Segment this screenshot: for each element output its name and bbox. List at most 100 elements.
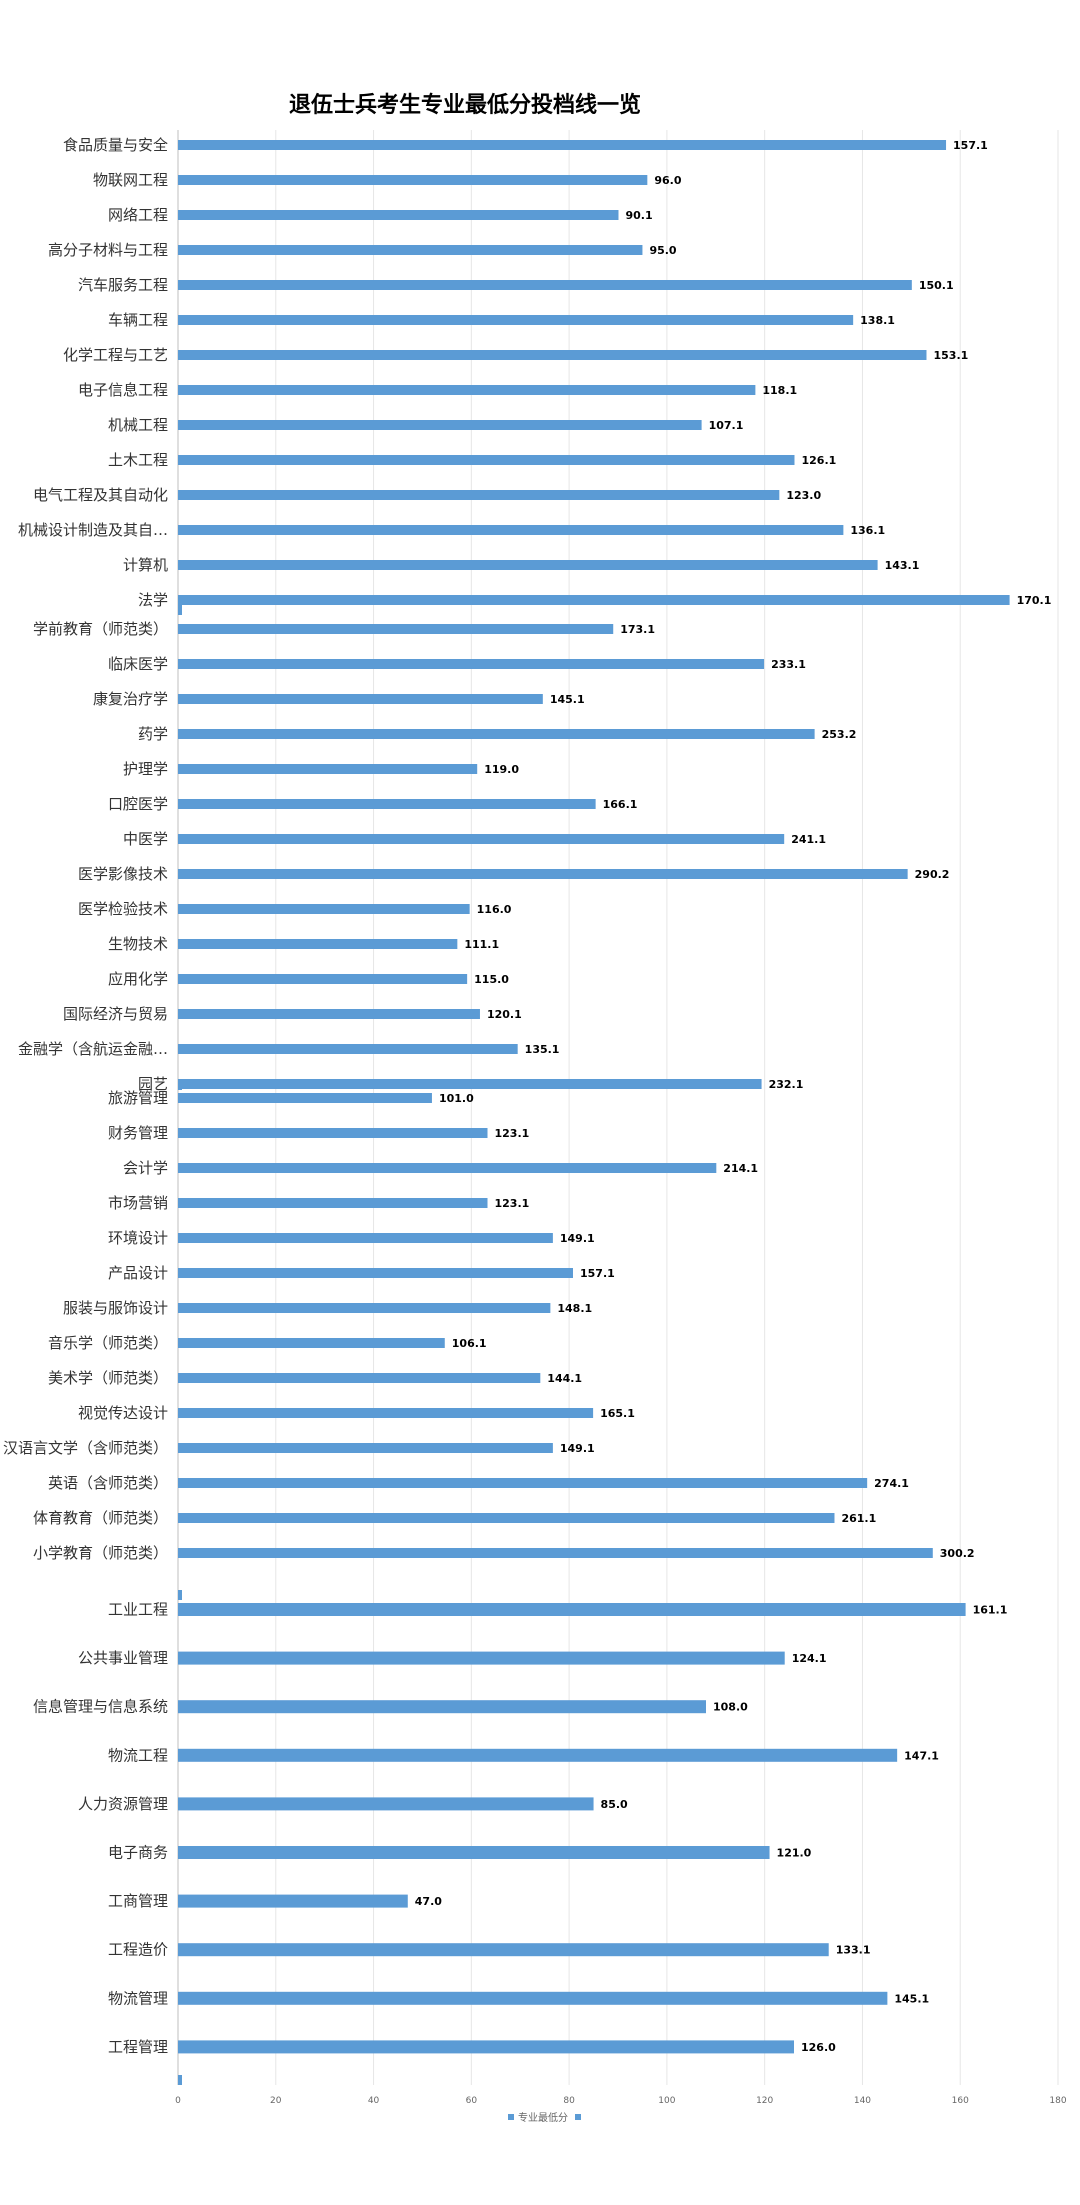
bar [178, 1548, 933, 1558]
axis-stub [178, 605, 182, 615]
bar [178, 210, 619, 220]
category-label: 口腔医学 [108, 795, 168, 813]
bar [178, 420, 702, 430]
value-label: 241.1 [791, 833, 826, 846]
category-label: 园艺 [138, 1075, 168, 1093]
value-label: 47.0 [415, 1895, 442, 1908]
bar [178, 974, 468, 984]
bar [178, 904, 470, 914]
value-label: 107.1 [709, 419, 744, 432]
bar [178, 694, 543, 704]
category-label: 工业工程 [108, 1601, 168, 1619]
category-label: 土木工程 [108, 451, 168, 469]
value-label: 149.1 [560, 1232, 595, 1245]
bar [178, 764, 478, 774]
value-label: 138.1 [860, 314, 895, 327]
value-label: 153.1 [933, 349, 968, 362]
value-label: 143.1 [885, 559, 920, 572]
legend: 专业最低分 [508, 2111, 581, 2124]
bar [178, 729, 815, 739]
x-tick-label: 80 [563, 2096, 575, 2106]
bar [178, 1079, 762, 1089]
value-label: 135.1 [525, 1043, 560, 1056]
value-label: 124.1 [792, 1652, 827, 1665]
category-label: 学前教育（师范类） [33, 620, 168, 638]
category-label: 视觉传达设计 [78, 1404, 168, 1422]
value-label: 144.1 [547, 1372, 582, 1385]
x-tick-label: 100 [658, 2096, 675, 2106]
category-label: 机械设计制造及其自… [18, 521, 168, 539]
value-label: 123.0 [786, 489, 821, 502]
category-label: 化学工程与工艺 [63, 346, 168, 364]
category-label: 服装与服饰设计 [63, 1299, 168, 1317]
value-label: 106.1 [452, 1337, 487, 1350]
category-label: 音乐学（师范类） [48, 1334, 168, 1352]
bar [178, 245, 643, 255]
bar [178, 1093, 432, 1103]
category-label: 汉语言文学（含师范类） [3, 1439, 168, 1457]
category-label: 产品设计 [108, 1264, 168, 1282]
category-label: 工商管理 [108, 1892, 168, 1910]
value-label: 111.1 [464, 938, 499, 951]
legend-swatch [508, 2114, 514, 2120]
bar [178, 1478, 868, 1488]
category-label: 计算机 [123, 556, 168, 574]
bar [178, 1233, 553, 1243]
value-label: 145.1 [894, 1992, 929, 2005]
bars [178, 140, 1010, 2054]
category-label: 电气工程及其自动化 [33, 486, 168, 504]
bar [178, 1408, 594, 1418]
value-label: 173.1 [620, 623, 655, 636]
bar [178, 1894, 408, 1908]
value-label: 136.1 [850, 524, 885, 537]
value-label: 161.1 [973, 1604, 1008, 1617]
value-label: 119.0 [484, 763, 519, 776]
value-label: 274.1 [874, 1477, 909, 1490]
chart-title: 退伍士兵考生专业最低分投档线一览 [289, 92, 641, 118]
category-label: 会计学 [123, 1159, 168, 1177]
category-label: 临床医学 [108, 655, 168, 673]
bar [178, 1338, 445, 1348]
x-tick-label: 160 [952, 2096, 969, 2106]
bar [178, 1163, 717, 1173]
category-label: 电子商务 [108, 1844, 168, 1862]
bar [178, 1651, 785, 1665]
value-label: 232.1 [769, 1078, 804, 1091]
category-label: 工程管理 [108, 2038, 168, 2056]
category-label: 电子信息工程 [78, 381, 168, 399]
category-label: 小学教育（师范类） [33, 1544, 168, 1562]
value-label: 126.0 [801, 2041, 836, 2054]
value-label: 150.1 [919, 279, 954, 292]
value-label: 123.1 [495, 1197, 530, 1210]
category-label: 法学 [138, 591, 168, 609]
bar [178, 1943, 829, 1957]
value-label: 261.1 [841, 1512, 876, 1525]
category-label: 汽车服务工程 [78, 276, 168, 294]
bar [178, 525, 844, 535]
category-label: 工程造价 [108, 1941, 168, 1959]
legend-swatch-trailing [575, 2114, 581, 2120]
bar [178, 560, 878, 570]
category-label: 美术学（师范类） [48, 1369, 168, 1387]
bar [178, 834, 785, 844]
category-label: 财务管理 [108, 1124, 168, 1142]
value-label: 290.2 [915, 868, 950, 881]
category-label: 环境设计 [108, 1229, 168, 1247]
value-label: 108.0 [713, 1701, 748, 1714]
x-axis-ticks: 0 20 40 60 80 100 120 140 160 180 [175, 2096, 1067, 2106]
bar [178, 1128, 488, 1138]
bar [178, 2040, 794, 2054]
value-label: 116.0 [477, 903, 512, 916]
category-label: 英语（含师范类） [48, 1474, 168, 1492]
value-label: 165.1 [600, 1407, 635, 1420]
x-tick-label: 120 [756, 2096, 773, 2106]
category-label: 人力资源管理 [78, 1795, 168, 1813]
bar [178, 175, 648, 185]
value-label: 148.1 [557, 1302, 592, 1315]
bar [178, 1991, 888, 2005]
bar [178, 315, 854, 325]
value-label: 85.0 [601, 1798, 628, 1811]
bar [178, 1700, 706, 1714]
bar [178, 659, 765, 669]
